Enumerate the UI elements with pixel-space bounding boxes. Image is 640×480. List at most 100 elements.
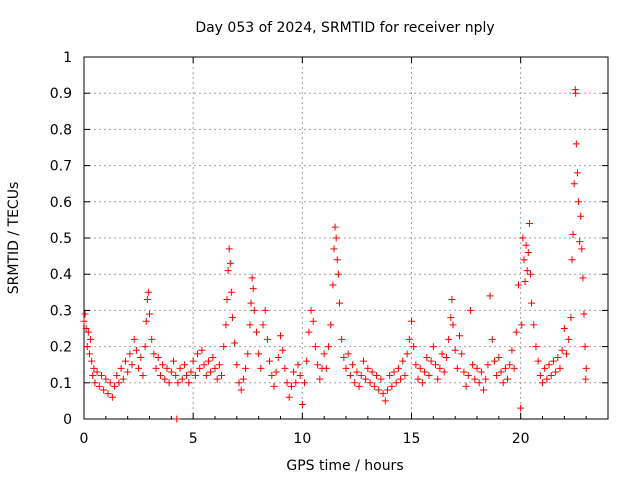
data-point bbox=[379, 390, 387, 398]
data-point bbox=[558, 346, 566, 354]
data-point bbox=[397, 375, 405, 383]
data-point bbox=[298, 401, 306, 409]
data-point bbox=[362, 375, 370, 383]
data-point bbox=[421, 368, 429, 376]
data-point bbox=[539, 379, 546, 387]
data-point bbox=[333, 256, 341, 264]
data-point bbox=[235, 379, 243, 387]
data-point bbox=[543, 375, 551, 383]
data-point bbox=[560, 325, 568, 332]
data-point bbox=[303, 357, 311, 365]
data-point bbox=[220, 343, 228, 351]
data-point bbox=[279, 346, 287, 354]
data-point bbox=[135, 364, 143, 372]
data-point bbox=[480, 386, 488, 394]
data-point bbox=[495, 353, 503, 361]
x-tick-label: 5 bbox=[189, 431, 198, 447]
data-point bbox=[130, 335, 138, 343]
data-point bbox=[346, 372, 354, 380]
data-point bbox=[344, 350, 352, 358]
data-point bbox=[359, 357, 367, 365]
data-point bbox=[462, 382, 470, 390]
data-point bbox=[316, 375, 324, 383]
ticks bbox=[83, 56, 609, 420]
data-point bbox=[274, 353, 282, 361]
data-point bbox=[213, 375, 221, 383]
x-tick-label: 20 bbox=[512, 431, 530, 447]
data-point bbox=[434, 375, 442, 383]
data-point bbox=[375, 386, 383, 394]
data-point bbox=[364, 364, 372, 372]
data-point bbox=[366, 379, 374, 387]
data-point bbox=[394, 364, 402, 372]
x-axis-label: GPS time / hours bbox=[286, 458, 403, 474]
data-point bbox=[81, 310, 89, 318]
data-point bbox=[582, 375, 590, 383]
data-point bbox=[582, 364, 590, 372]
data-point bbox=[440, 368, 448, 376]
data-point bbox=[408, 317, 415, 325]
data-point bbox=[399, 357, 407, 365]
data-point bbox=[521, 277, 529, 285]
data-point bbox=[115, 379, 123, 387]
data-point bbox=[80, 317, 88, 325]
data-point bbox=[259, 321, 267, 329]
data-point bbox=[95, 382, 103, 390]
data-point bbox=[429, 343, 437, 351]
data-point bbox=[314, 361, 322, 369]
y-tick-label: 0 bbox=[63, 412, 72, 428]
data-point bbox=[517, 404, 525, 412]
data-point bbox=[383, 386, 391, 394]
data-point bbox=[438, 350, 446, 358]
data-point bbox=[569, 230, 577, 238]
data-point bbox=[357, 372, 365, 380]
data-point bbox=[85, 350, 93, 358]
data-point bbox=[331, 223, 339, 231]
data-point bbox=[189, 357, 197, 365]
data-point bbox=[225, 245, 233, 253]
data-point bbox=[159, 361, 167, 369]
y-axis-label: SRMTID / TECUs bbox=[6, 182, 22, 295]
data-point bbox=[106, 379, 114, 387]
data-point bbox=[532, 343, 540, 351]
data-point bbox=[519, 234, 527, 242]
x-tick-label: 15 bbox=[403, 431, 421, 447]
data-point bbox=[342, 364, 350, 372]
data-point bbox=[244, 350, 252, 358]
data-point bbox=[368, 368, 376, 376]
data-point bbox=[294, 361, 302, 369]
data-point bbox=[322, 364, 330, 372]
data-point bbox=[567, 314, 575, 322]
data-point bbox=[167, 368, 175, 376]
data-point bbox=[390, 368, 398, 376]
data-points bbox=[80, 86, 590, 423]
y-tick-label: 0.4 bbox=[50, 267, 72, 283]
data-point bbox=[488, 335, 496, 343]
data-point bbox=[82, 325, 90, 332]
data-point bbox=[198, 346, 206, 354]
data-point bbox=[215, 361, 223, 369]
data-point bbox=[573, 169, 581, 177]
data-point bbox=[401, 372, 409, 380]
data-point bbox=[311, 343, 319, 351]
data-point bbox=[305, 328, 313, 336]
data-point bbox=[473, 364, 481, 372]
data-point bbox=[132, 346, 140, 354]
data-point bbox=[477, 368, 485, 376]
data-point bbox=[228, 314, 236, 322]
data-point bbox=[432, 361, 440, 369]
data-point bbox=[512, 328, 520, 336]
data-point bbox=[549, 357, 557, 365]
data-point bbox=[247, 299, 255, 307]
data-point bbox=[523, 267, 531, 275]
data-point bbox=[211, 364, 219, 372]
data-point bbox=[528, 299, 536, 307]
data-point bbox=[506, 361, 514, 369]
data-point bbox=[172, 372, 180, 380]
y-tick-label: 0.3 bbox=[50, 303, 72, 319]
data-point bbox=[581, 343, 589, 351]
data-point bbox=[139, 372, 147, 380]
data-point bbox=[176, 364, 184, 372]
data-point bbox=[514, 281, 522, 289]
data-point bbox=[257, 364, 265, 372]
